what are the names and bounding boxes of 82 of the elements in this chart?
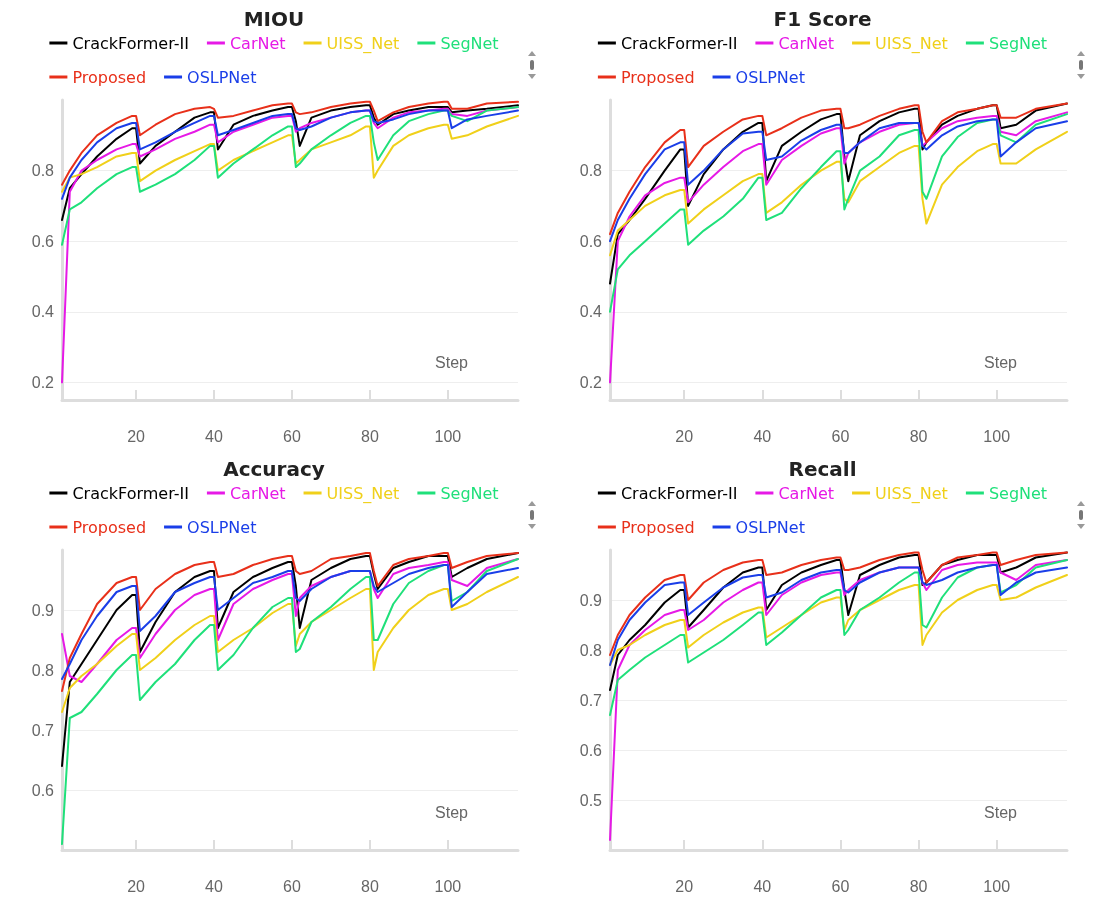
x-tick-label: 100 — [983, 877, 1011, 895]
chart-title: F1 Score — [773, 7, 872, 31]
x-tick-label: 80 — [361, 877, 379, 895]
legend-label: UISS_Net — [326, 33, 400, 54]
chart-title: MIOU — [243, 7, 305, 31]
x-tick-label: 100 — [434, 877, 462, 895]
legend-label: CarNet — [778, 33, 835, 53]
legend-label: Proposed — [620, 67, 695, 87]
y-tick-label: 0.6 — [579, 741, 603, 759]
x-tick-label: 60 — [831, 877, 850, 895]
legend-label: UISS_Net — [326, 483, 400, 504]
legend-label: SegNet — [440, 483, 499, 503]
x-tick-label: 100 — [983, 427, 1011, 445]
x-axis-title: Step — [435, 803, 469, 821]
legend-label: CarNet — [229, 483, 286, 503]
x-tick-label: 60 — [283, 877, 301, 895]
y-tick-label: 0.7 — [579, 691, 603, 709]
legend-label: OSLPNet — [735, 517, 805, 537]
line-series — [61, 558, 519, 845]
y-tick-label: 0.6 — [31, 781, 55, 799]
x-tick-label: 80 — [909, 877, 928, 895]
x-tick-label: 40 — [205, 877, 223, 895]
legend-label: Proposed — [72, 517, 147, 537]
legend-label: UISS_Net — [875, 483, 948, 504]
legend-label: CarNet — [229, 33, 286, 53]
y-tick-label: 0.4 — [31, 303, 55, 321]
legend-label: OSLPNet — [735, 67, 805, 87]
x-axis-title: Step — [435, 353, 469, 371]
legend-label: Proposed — [72, 67, 147, 87]
line-series — [61, 576, 519, 713]
legend-label: SegNet — [988, 483, 1048, 503]
line-series — [609, 111, 1068, 384]
y-tick-label: 0.9 — [579, 591, 603, 609]
line-series — [609, 118, 1068, 243]
legend-label: OSLPNet — [187, 67, 257, 87]
x-tick-label: 20 — [127, 427, 146, 445]
x-axis-title: Step — [984, 353, 1018, 371]
legend-label: OSLPNet — [187, 517, 257, 537]
line-series — [609, 559, 1068, 716]
y-tick-label: 0.8 — [31, 661, 55, 679]
y-tick-label: 0.9 — [31, 601, 55, 619]
legend-label: Proposed — [620, 517, 695, 537]
x-tick-label: 100 — [434, 427, 462, 445]
chart-title: Accuracy — [223, 457, 325, 481]
y-tick-label: 0.8 — [579, 641, 603, 659]
x-tick-label: 20 — [675, 427, 694, 445]
legend-label: CarNet — [778, 483, 835, 503]
x-tick-label: 40 — [753, 427, 772, 445]
y-tick-label: 0.7 — [31, 721, 55, 739]
y-tick-label: 0.2 — [31, 373, 55, 391]
x-tick-label: 40 — [753, 877, 772, 895]
x-tick-label: 60 — [831, 427, 850, 445]
line-series — [609, 559, 1068, 841]
x-tick-label: 80 — [361, 427, 379, 445]
line-series — [609, 113, 1068, 313]
line-series — [61, 100, 519, 186]
chart-title: Recall — [788, 457, 857, 481]
x-tick-label: 80 — [909, 427, 928, 445]
legend-label: SegNet — [440, 33, 499, 53]
y-tick-label: 0.5 — [579, 791, 603, 809]
x-axis-title: Step — [984, 803, 1018, 821]
y-tick-label: 0.2 — [579, 373, 603, 391]
x-tick-label: 60 — [283, 427, 301, 445]
legend-label: SegNet — [988, 33, 1048, 53]
y-tick-label: 0.6 — [31, 232, 55, 250]
x-tick-label: 40 — [205, 427, 223, 445]
line-series — [61, 106, 519, 246]
y-tick-label: 0.4 — [579, 303, 603, 321]
line-series — [609, 551, 1068, 656]
legend-label: CrackFormer-II — [620, 483, 738, 503]
y-tick-label: 0.8 — [31, 162, 55, 180]
line-series — [609, 130, 1068, 257]
x-tick-label: 20 — [127, 877, 146, 895]
legend-label: CrackFormer-II — [620, 33, 738, 53]
y-tick-label: 0.8 — [579, 162, 603, 180]
legend-label: CrackFormer-II — [72, 483, 189, 503]
legend-label: UISS_Net — [875, 33, 948, 54]
line-series — [61, 104, 519, 221]
x-tick-label: 20 — [675, 877, 694, 895]
legend-label: CrackFormer-II — [72, 33, 189, 53]
line-series — [609, 102, 1068, 236]
y-tick-label: 0.6 — [579, 232, 603, 250]
